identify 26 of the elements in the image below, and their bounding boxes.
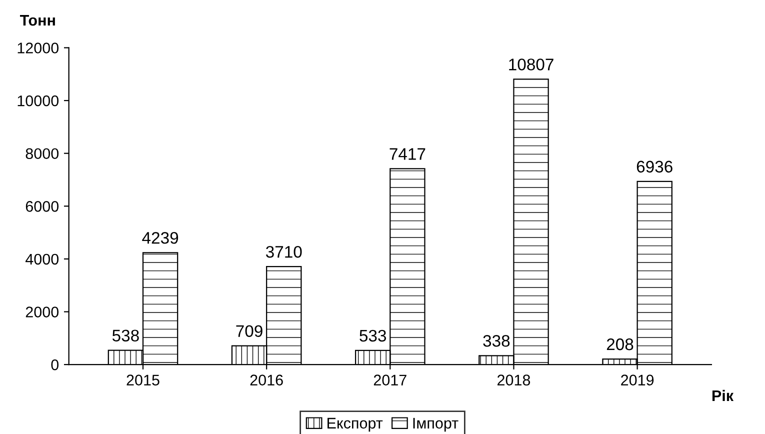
x-tick-label: 2015 [126, 374, 160, 386]
x-tick-label: 2017 [374, 374, 406, 386]
y-tick-label: 2000 [26, 306, 59, 318]
data-label: 4239 [142, 232, 178, 244]
y-tick-label: 12000 [18, 42, 59, 54]
data-label: 338 [483, 334, 510, 347]
data-label: 3710 [266, 246, 302, 258]
legend-label: Експорт [328, 418, 383, 432]
y-tick-label: 6000 [26, 201, 59, 212]
y-axis-title: Тонн [20, 15, 55, 26]
x-tick-label: 2019 [621, 374, 654, 386]
data-label: 7417 [390, 148, 426, 160]
data-label: 10807 [509, 58, 554, 70]
y-tick-label: 4000 [25, 254, 59, 265]
data-label: 6936 [636, 160, 672, 173]
data-label: 533 [360, 330, 386, 342]
x-axis-title: Рік [712, 390, 734, 401]
data-label: 709 [236, 325, 262, 337]
data-label: 208 [606, 338, 634, 350]
x-tick-label: 2016 [250, 374, 283, 386]
y-tick-label: 8000 [26, 148, 59, 160]
y-tick-label: 0 [51, 359, 59, 370]
y-tick-label: 10000 [18, 95, 59, 106]
x-tick-label: 2018 [498, 374, 530, 386]
data-label: 538 [112, 330, 139, 342]
legend-label: Імпорт [413, 418, 458, 432]
